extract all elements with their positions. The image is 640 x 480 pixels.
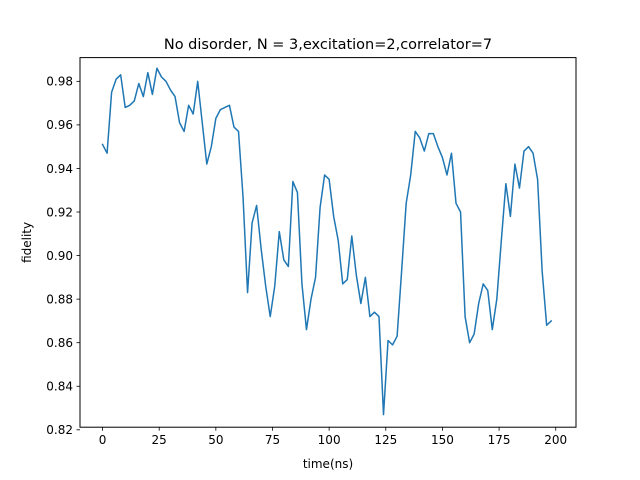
x-tick-label: 200 <box>544 433 567 447</box>
y-tick-label: 0.94 <box>46 162 73 176</box>
x-axis-label: time(ns) <box>303 457 353 471</box>
x-tick-label: 50 <box>208 433 223 447</box>
axes-frame <box>79 57 577 428</box>
y-tick-label: 0.82 <box>46 423 73 437</box>
x-tick-label: 175 <box>488 433 511 447</box>
y-tick-label: 0.86 <box>46 336 73 350</box>
plot-area <box>101 67 553 416</box>
x-tick-label: 75 <box>265 433 280 447</box>
y-tick-label: 0.88 <box>46 292 73 306</box>
y-axis-label: fidelity <box>20 222 34 263</box>
y-tick-label: 0.92 <box>46 205 73 219</box>
y-tick-label: 0.98 <box>46 75 73 89</box>
x-tick-label: 150 <box>431 433 454 447</box>
y-tick-label: 0.96 <box>46 118 73 132</box>
x-tick-label: 100 <box>318 433 341 447</box>
y-tick-label: 0.90 <box>46 249 73 263</box>
x-tick-label: 25 <box>152 433 167 447</box>
y-tick-label: 0.84 <box>46 380 73 394</box>
x-tick-label: 0 <box>99 433 107 447</box>
series-line-0 <box>101 67 553 416</box>
chart-title: No disorder, N = 3,excitation=2,correlat… <box>164 37 492 53</box>
x-tick-label: 125 <box>374 433 397 447</box>
